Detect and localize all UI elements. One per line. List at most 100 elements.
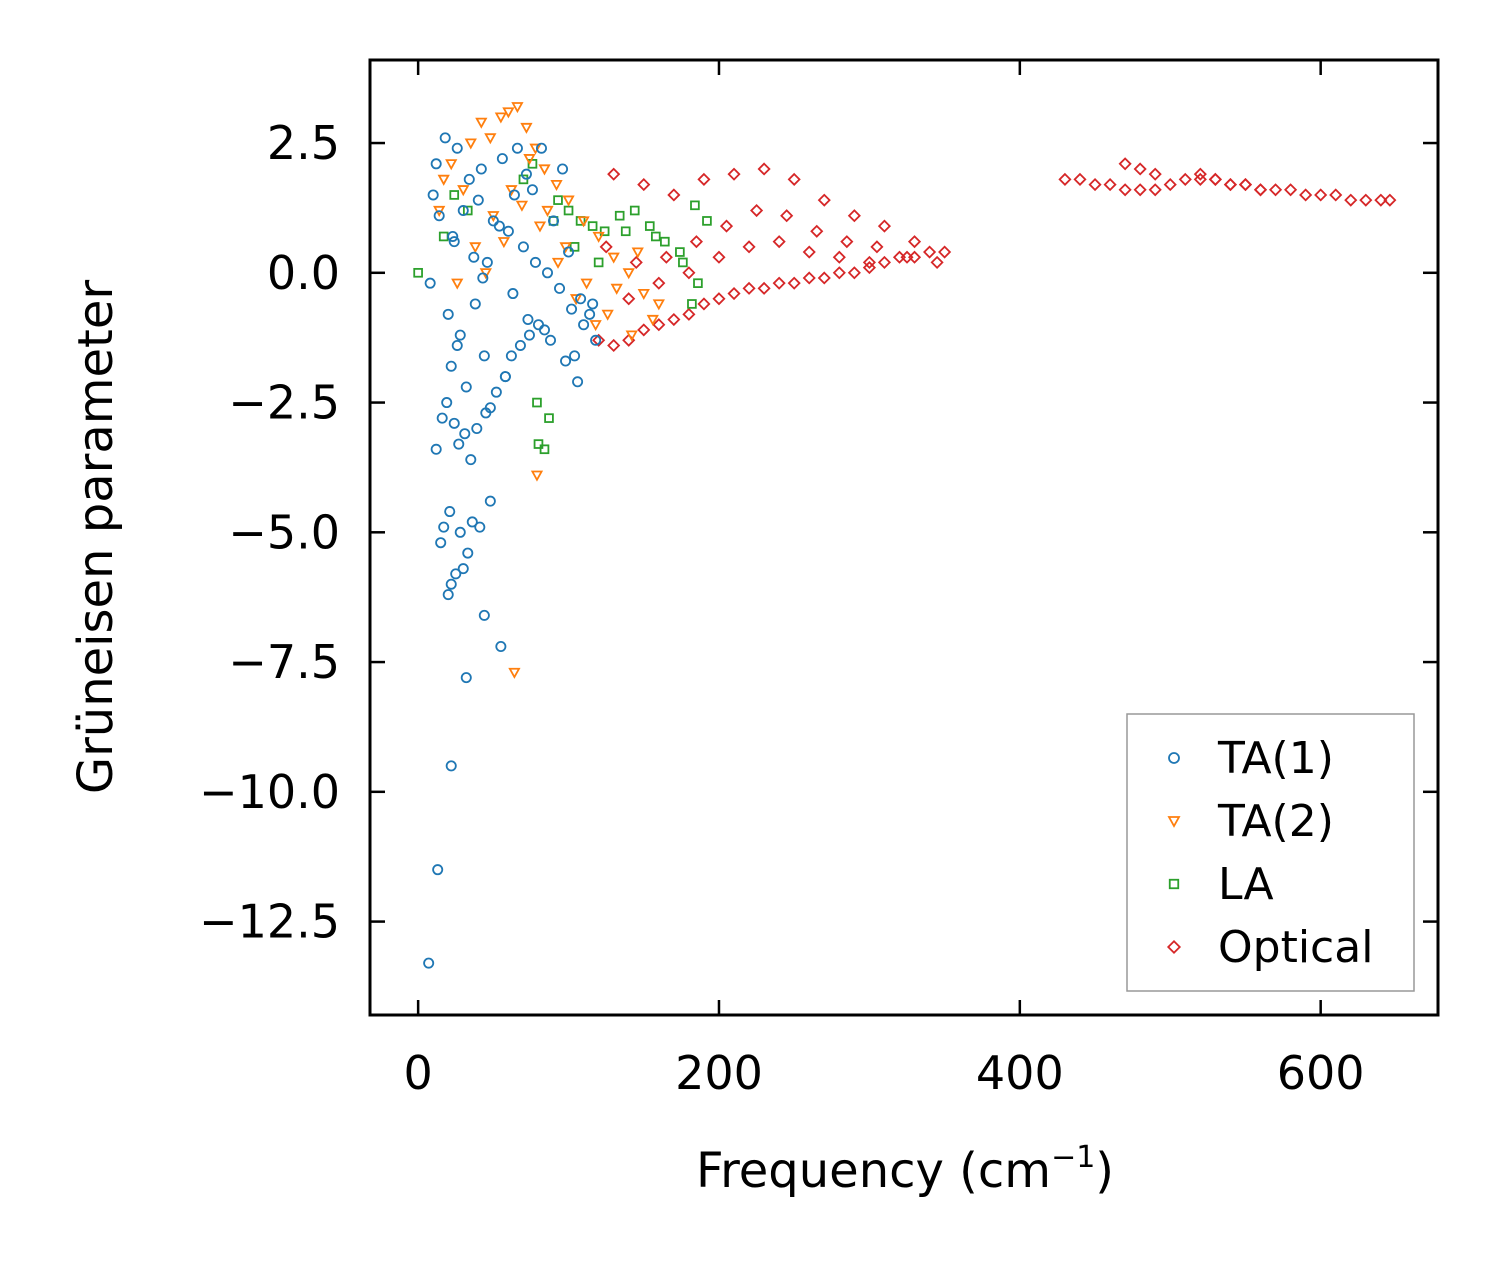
data-point <box>448 236 460 248</box>
data-point <box>520 168 532 180</box>
data-point <box>590 334 602 346</box>
data-point <box>541 205 554 217</box>
data-point <box>1148 183 1162 197</box>
data-point <box>450 568 462 580</box>
data-point <box>448 417 460 429</box>
data-point <box>697 297 711 311</box>
data-point <box>589 320 602 332</box>
data-point <box>1103 178 1117 192</box>
data-point <box>1238 178 1253 192</box>
data-point <box>712 250 726 264</box>
data-point <box>750 203 764 218</box>
data-point <box>772 235 786 249</box>
legend-label: Optical <box>1218 922 1373 973</box>
data-point <box>682 266 696 280</box>
data-point <box>1178 172 1192 186</box>
data-point <box>607 338 621 353</box>
data-point <box>475 117 488 129</box>
data-point <box>442 589 454 601</box>
data-point <box>697 172 711 186</box>
data-point <box>451 278 464 290</box>
data-point <box>832 266 846 280</box>
legend-item: TA(1) <box>1168 733 1334 784</box>
data-point <box>622 292 636 306</box>
data-point <box>544 413 554 423</box>
data-point <box>508 667 521 679</box>
data-point <box>427 189 439 201</box>
data-point <box>938 245 952 259</box>
data-point <box>439 132 451 144</box>
data-point <box>1133 162 1147 176</box>
data-point <box>563 246 575 258</box>
data-point <box>545 334 557 346</box>
data-point <box>445 760 457 772</box>
data-point <box>575 293 587 305</box>
data-point <box>637 288 650 301</box>
data-point <box>757 281 771 295</box>
data-point <box>678 257 688 268</box>
data-point <box>625 330 638 342</box>
data-point <box>457 563 469 575</box>
data-point <box>435 537 447 549</box>
x-tick-label: 600 <box>1277 1046 1365 1100</box>
data-point <box>587 221 598 231</box>
data-point <box>742 281 756 295</box>
data-point <box>526 184 538 196</box>
data-point <box>532 397 542 408</box>
data-point <box>460 672 472 684</box>
data-point <box>652 276 666 290</box>
y-tick-label: −2.5 <box>228 376 340 430</box>
data-point <box>923 245 937 259</box>
data-point <box>667 188 681 202</box>
data-point <box>780 209 794 223</box>
data-point <box>646 314 659 326</box>
data-point <box>533 439 544 449</box>
data-point <box>877 219 892 233</box>
data-point <box>557 163 569 175</box>
data-point <box>1133 183 1147 197</box>
data-point <box>1073 172 1087 186</box>
data-point <box>527 158 538 169</box>
data-point <box>505 350 517 362</box>
data-point <box>541 267 553 279</box>
data-point <box>675 247 685 257</box>
legend-marker <box>1168 878 1180 890</box>
data-point <box>468 251 480 263</box>
data-point <box>584 308 596 320</box>
data-point <box>772 276 786 290</box>
data-point <box>614 210 625 221</box>
data-point <box>478 609 490 621</box>
data-point <box>862 255 876 269</box>
data-point <box>430 443 442 455</box>
legend-item: Optical <box>1166 922 1373 973</box>
data-point <box>430 158 442 170</box>
legend: TA(1) TA(2) LA Optical <box>1126 713 1415 992</box>
data-point <box>520 122 533 134</box>
legend-item: TA(2) <box>1167 796 1334 847</box>
data-point <box>652 299 665 311</box>
data-point <box>562 195 575 207</box>
legend-item: LA <box>1168 859 1274 910</box>
data-point <box>660 236 670 247</box>
x-axis-label: Frequency (cm−1) <box>696 1140 1114 1199</box>
data-point <box>1359 193 1373 207</box>
data-point <box>424 277 436 289</box>
data-point <box>413 267 423 278</box>
data-point <box>502 225 514 237</box>
data-point <box>497 237 511 249</box>
data-point <box>451 142 463 154</box>
data-point <box>650 231 661 242</box>
data-point <box>447 230 459 242</box>
data-point <box>862 261 876 275</box>
data-point <box>454 526 466 538</box>
data-point <box>481 256 493 268</box>
data-point <box>847 266 861 280</box>
data-point <box>459 428 471 440</box>
data-point <box>727 167 741 181</box>
legend-label: TA(2) <box>1217 796 1334 847</box>
data-point <box>742 240 756 254</box>
data-point <box>1314 188 1328 202</box>
data-point <box>644 221 655 231</box>
x-axis-label-main: Frequency (cm <box>696 1143 1051 1199</box>
